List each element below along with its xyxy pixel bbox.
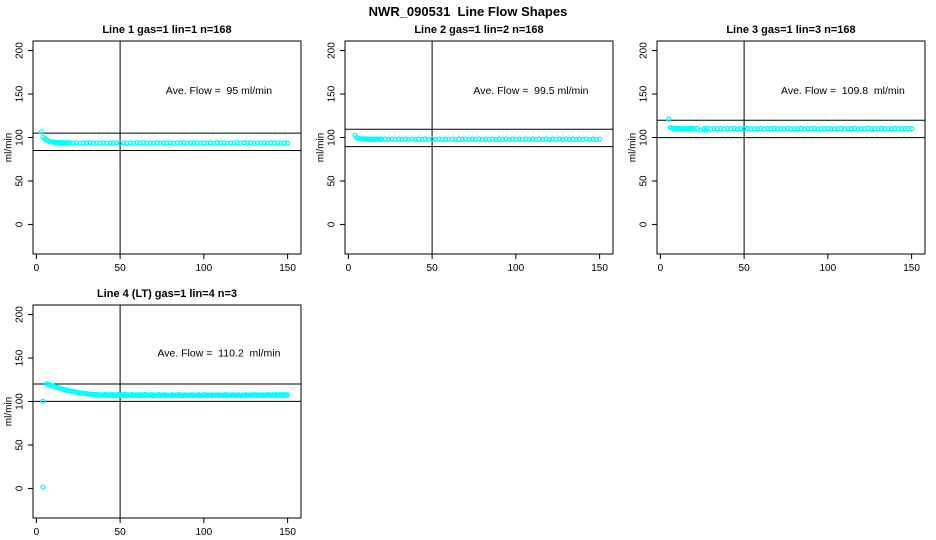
x-tick-label: 100 (196, 527, 213, 538)
x-tick-label: 50 (739, 263, 751, 274)
y-tick-label: 200 (15, 42, 26, 59)
panel-title: Line 3 gas=1 lin=3 n=168 (726, 24, 855, 36)
chart-panel-line3: Line 3 gas=1 lin=3 n=168 0 50 100 150 200 ml/m… (624, 20, 936, 276)
x-tick-label: 0 (658, 263, 664, 274)
data-point (40, 484, 46, 490)
ave-flow-annotation: Ave. Flow = 110.2 ml/min (157, 347, 280, 359)
panel-title: Line 2 gas=1 lin=2 n=168 (414, 24, 543, 36)
data-point (40, 398, 46, 404)
x-tick-label: 150 (591, 263, 608, 274)
y-tick-label: 100 (327, 129, 338, 146)
ave-flow-annotation: Ave. Flow = 109.8 ml/min (781, 85, 905, 97)
y-tick-label: 100 (15, 129, 26, 146)
y-axis-label: ml/min (4, 133, 15, 162)
y-tick-label: 0 (15, 221, 26, 227)
x-tick-label: 0 (34, 263, 40, 274)
y-tick-label: 0 (639, 221, 650, 227)
y-tick-label: 150 (15, 85, 26, 102)
data-point (596, 136, 603, 142)
plot-box (32, 304, 302, 519)
y-axis-label: ml/min (628, 133, 639, 162)
panel-title: Line 1 gas=1 lin=1 n=168 (102, 24, 231, 36)
y-tick-label: 200 (15, 306, 26, 323)
panel-svg: Line 3 gas=1 lin=3 n=168 0 50 100 150 200 ml/m… (628, 24, 926, 274)
x-tick-label: 50 (115, 527, 127, 538)
y-axis-label: ml/min (4, 397, 15, 426)
plot-box (656, 40, 926, 255)
panel-svg: Line 1 gas=1 lin=1 n=168 0 50 100 150 200 ml/m… (4, 24, 302, 274)
data-point (666, 116, 672, 122)
chart-panel-line1: Line 1 gas=1 lin=1 n=168 0 50 100 150 200 ml/m… (0, 20, 312, 276)
chart-panel-line2: Line 2 gas=1 lin=2 n=168 0 50 100 150 200 ml/m… (312, 20, 624, 276)
panel-svg: Line 2 gas=1 lin=2 n=168 0 50 100 150 200 ml/m… (316, 24, 614, 274)
y-tick-label: 0 (327, 221, 338, 227)
y-tick-label: 50 (15, 175, 26, 187)
x-tick-label: 150 (279, 527, 296, 538)
x-tick-label: 100 (196, 263, 213, 274)
x-tick-label: 0 (346, 263, 352, 274)
ave-flow-annotation: Ave. Flow = 95 ml/min (166, 85, 272, 97)
y-tick-label: 100 (15, 393, 26, 410)
scatter-points (38, 129, 291, 146)
scatter-points (666, 116, 915, 134)
scatter-points (352, 132, 603, 143)
x-tick-label: 100 (820, 263, 837, 274)
data-point (284, 140, 291, 146)
y-tick-label: 50 (15, 439, 26, 451)
data-point (284, 392, 291, 398)
y-axis-label: ml/min (316, 133, 327, 162)
y-tick-label: 150 (327, 85, 338, 102)
y-tick-label: 200 (639, 42, 650, 59)
x-tick-label: 0 (34, 527, 40, 538)
y-tick-label: 0 (15, 485, 26, 491)
main-title: NWR_090531 Line Flow Shapes (368, 4, 568, 19)
x-tick-label: 50 (427, 263, 439, 274)
data-point (38, 129, 45, 135)
panel-svg: Line 4 (LT) gas=1 lin=4 n=3 0 50 100 150 200 m… (4, 288, 302, 538)
chart-panel-line4: Line 4 (LT) gas=1 lin=4 n=3 0 50 100 150 200 m… (0, 284, 312, 540)
plot-box (32, 40, 302, 255)
data-point (908, 126, 915, 132)
x-tick-label: 50 (115, 263, 127, 274)
y-tick-label: 100 (639, 129, 650, 146)
x-tick-label: 150 (903, 263, 920, 274)
y-tick-label: 50 (639, 175, 650, 187)
x-tick-label: 100 (508, 263, 525, 274)
scatter-points (40, 381, 291, 490)
x-tick-label: 150 (279, 263, 296, 274)
y-tick-label: 200 (327, 42, 338, 59)
y-tick-label: 150 (15, 349, 26, 366)
y-tick-label: 50 (327, 175, 338, 187)
panel-title: Line 4 (LT) gas=1 lin=4 n=3 (97, 288, 237, 300)
ave-flow-annotation: Ave. Flow = 99.5 ml/min (473, 85, 588, 97)
plot-box (344, 40, 614, 255)
y-tick-label: 150 (639, 85, 650, 102)
